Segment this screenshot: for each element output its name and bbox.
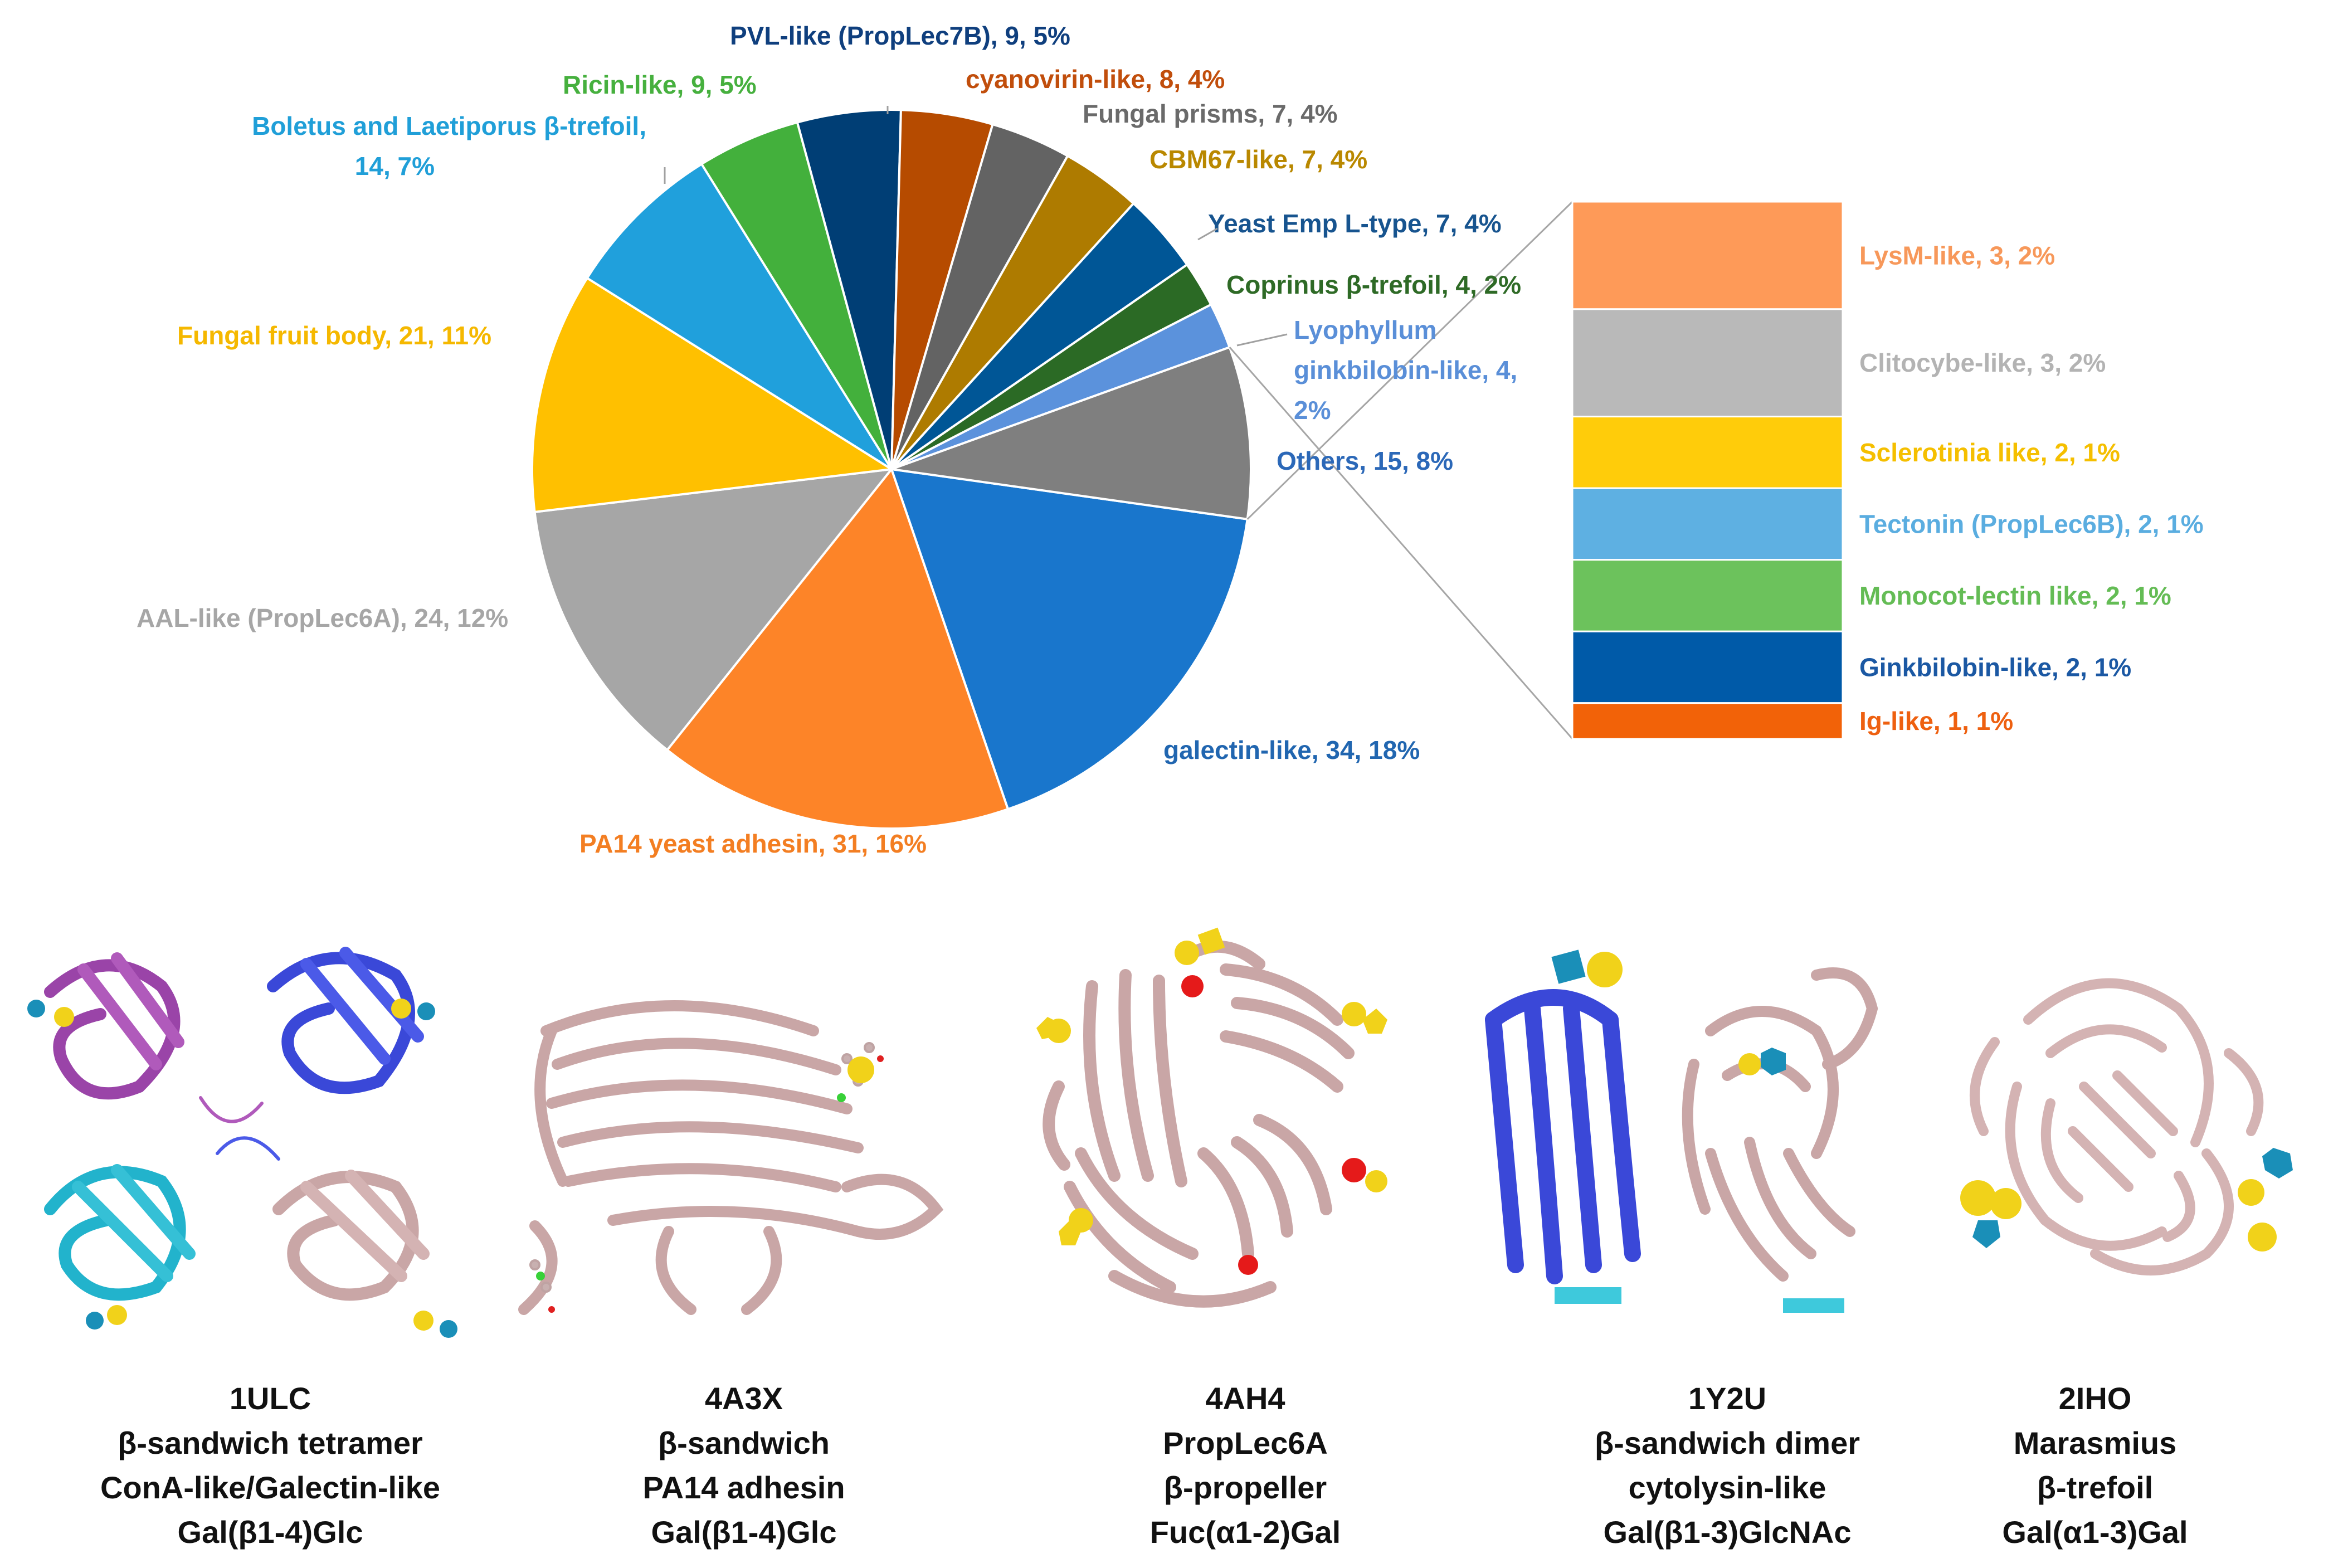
structure-image-1ulc	[17, 919, 474, 1343]
bar-label-tectonin-proplec6b-2-1: Tectonin (PropLec6B), 2, 1%	[1859, 509, 2204, 538]
slice-label-others-15-8: Others, 15, 8%	[1277, 446, 1453, 475]
bar-label-ginkbilobin-like-2-1: Ginkbilobin-like, 2, 1%	[1859, 652, 2131, 681]
bar-segment-ig-like-1-1	[1571, 702, 1844, 740]
caption-fold: Marasmius	[2013, 1425, 2177, 1460]
slice-label-line: PVL-like (PropLec7B), 9, 5%	[730, 21, 1070, 50]
leader-line	[1236, 333, 1288, 347]
caption-pdb: 1ULC	[229, 1381, 311, 1416]
slice-label-line: Lyophyllum	[1294, 315, 1436, 344]
pie-slice-others-15-8	[891, 345, 1252, 521]
slice-label-line: Fungal fruit body, 21, 11%	[177, 321, 491, 350]
pie-slice-pa14-yeast-adhesin-31-16	[665, 466, 1010, 830]
slice-label-lyophyllum: Lyophyllum ginkbilobin-like, 4, 2%	[1294, 315, 1517, 425]
caption-pdb: 4AH4	[1205, 1381, 1285, 1416]
caption-1y2u: 1Y2U β-sandwich dimer cytolysin-like Gal…	[1493, 1376, 1961, 1555]
bar-of-pie-connector	[1246, 201, 1574, 520]
caption-family: β-propeller	[1163, 1470, 1327, 1505]
connector-lines	[1229, 201, 1574, 739]
caption-ligand: Gal(β1-4)Glc	[177, 1515, 363, 1550]
slice-label-line: AAL-like (PropLec6A), 24, 12%	[137, 603, 508, 632]
bar-segment-monocot-lectin-like-2-1	[1571, 559, 1844, 632]
slice-label-line: PA14 yeast adhesin, 31, 16%	[579, 829, 927, 858]
bar-segment-tectonin-proplec6b-2-1	[1571, 487, 1844, 561]
pie-slice-fungal-fruit-body-21-11	[531, 276, 895, 514]
caption-fold: β-sandwich tetramer	[118, 1425, 423, 1460]
structure-image-4a3x	[501, 919, 992, 1343]
pie-chart: galectin-like, 34, 18% PA14 yeast adhesin…	[137, 21, 2204, 858]
caption-family: cytolysin-like	[1628, 1470, 1826, 1505]
pie-slice-galectin-like-34-18	[890, 468, 1249, 811]
slice-label-line: ginkbilobin-like, 4,	[1294, 356, 1517, 384]
ribbon-illustration-4a3x	[518, 1000, 944, 1315]
bar-segment-sclerotinia-like-2-1	[1571, 416, 1844, 489]
others-bar-labels: LysM-like, 3, 2% Clitocybe-like, 3, 2% Scl…	[1859, 241, 2204, 735]
slice-label-line: Ricin-like, 9, 5%	[563, 70, 757, 99]
caption-1ulc: 1ULC β-sandwich tetramer ConA-like/Galec…	[36, 1376, 504, 1555]
slice-label-pvl-like-proplec7b-9-5: PVL-like (PropLec7B), 9, 5%	[730, 21, 1070, 50]
slice-label-line: 14, 7%	[355, 152, 435, 181]
slice-label-line: Yeast Emp L-type, 7, 4%	[1208, 209, 1502, 238]
caption-pdb: 1Y2U	[1688, 1381, 1767, 1416]
pie-slice-pvl-like-proplec7b-9-5	[796, 109, 902, 470]
bar-segment-lysm-like-3-2	[1571, 201, 1844, 310]
slice-label-pa14-yeast-adhesin-31-16: PA14 yeast adhesin, 31, 16%	[579, 829, 927, 858]
slice-label-line: Boletus and Laetiporus β-trefoil,	[252, 111, 646, 140]
ribbon-illustration-1ulc	[27, 947, 457, 1338]
ribbon-illustration-2iho	[1960, 978, 2293, 1275]
bar-segment-ginkbilobin-like-2-1	[1571, 630, 1844, 704]
slice-label-fungal-fruit-body-21-11: Fungal fruit body, 21, 11%	[177, 321, 491, 350]
bar-label-ig-like-1-1: Ig-like, 1, 1%	[1859, 707, 2013, 736]
slice-label-cbm67-like-7-4: CBM67-like, 7, 4%	[1149, 145, 1367, 174]
structure-image-1y2u	[1471, 919, 1917, 1343]
pie-slice-aal-like-proplec6a-24-12	[533, 468, 894, 752]
caption-ligand: Gal(β1-4)Glc	[651, 1515, 837, 1550]
caption-2iho: 2IHO Marasmius β-trefoil Gal(α1-3)Gal	[1861, 1376, 2329, 1555]
caption-pdb: 2IHO	[2058, 1381, 2132, 1416]
slice-label-boletus-and-laetiporus-trefoil: Boletus and Laetiporus β-trefoil, 14, 7%	[252, 111, 646, 181]
caption-fold: β-sandwich	[658, 1425, 830, 1460]
slice-label-line: Others, 15, 8%	[1277, 446, 1453, 475]
caption-pdb: 4A3X	[704, 1381, 783, 1416]
slice-label-line: galectin-like, 34, 18%	[1163, 736, 1420, 764]
caption-4ah4: 4AH4 PropLec6A β-propeller Fuc(α1-2)Gal	[1011, 1376, 1479, 1555]
bar-label-sclerotinia-like-2-1: Sclerotinia like, 2, 1%	[1859, 438, 2120, 467]
ribbon-illustration-4ah4	[1036, 927, 1387, 1308]
bar-label-lysm-like-3-2: LysM-like, 3, 2%	[1859, 241, 2055, 270]
slice-label-line: cyanovirin-like, 8, 4%	[966, 65, 1225, 94]
slice-label-galectin-like-34-18: galectin-like, 34, 18%	[1163, 736, 1420, 764]
pie-slice-ricin-like-9-5	[700, 121, 893, 470]
slice-label-cyanovirin-like-8-4: cyanovirin-like, 8, 4%	[966, 65, 1225, 94]
ribbon-illustration-1y2u	[1485, 949, 1878, 1313]
pie-slice-boletus-and-laetiporus-trefoil	[585, 162, 893, 470]
caption-family: PA14 adhesin	[642, 1470, 845, 1505]
slice-label-ricin-like-9-5: Ricin-like, 9, 5%	[563, 70, 757, 99]
bar-of-pie-connector	[1229, 347, 1574, 739]
caption-ligand: Gal(α1-3)Gal	[2002, 1515, 2188, 1550]
slice-label-line: Fungal prisms, 7, 4%	[1083, 99, 1338, 128]
caption-4a3x: 4A3X β-sandwich PA14 adhesin Gal(β1-4)Gl…	[510, 1376, 978, 1555]
caption-fold: β-sandwich dimer	[1594, 1425, 1860, 1460]
bar-segment-clitocybe-like-3-2	[1571, 308, 1844, 418]
structure-image-4ah4	[1025, 919, 1415, 1343]
caption-fold: PropLec6A	[1163, 1425, 1328, 1460]
others-bar	[1571, 201, 1844, 740]
slice-label-line: 2%	[1294, 396, 1331, 425]
slice-label-fungal-prisms-7-4: Fungal prisms, 7, 4%	[1083, 99, 1338, 128]
slice-label-coprinus-trefoil-4-2: Coprinus β-trefoil, 4, 2%	[1226, 270, 1521, 299]
slice-label-line: CBM67-like, 7, 4%	[1149, 145, 1367, 174]
slice-labels: galectin-like, 34, 18% PA14 yeast adhesin…	[137, 21, 1521, 858]
caption-ligand: Fuc(α1-2)Gal	[1149, 1515, 1341, 1550]
bar-label-clitocybe-like-3-2: Clitocybe-like, 3, 2%	[1859, 348, 2106, 377]
caption-family: β-trefoil	[2037, 1470, 2154, 1505]
slice-label-yeast-emp-l-type-7-4: Yeast Emp L-type, 7, 4%	[1208, 209, 1502, 238]
pie-slices	[531, 109, 1252, 830]
leader-line	[1197, 227, 1218, 241]
bar-label-monocot-lectin-like-2-1: Monocot-lectin like, 2, 1%	[1859, 581, 2171, 610]
structure-image-2iho	[1917, 919, 2329, 1343]
slice-label-line: Coprinus β-trefoil, 4, 2%	[1226, 270, 1521, 299]
caption-family: ConA-like/Galectin-like	[100, 1470, 440, 1505]
caption-ligand: Gal(β1-3)GlcNAc	[1603, 1515, 1852, 1550]
slice-label-aal-like-proplec6a-24-12: AAL-like (PropLec6A), 24, 12%	[137, 603, 508, 632]
